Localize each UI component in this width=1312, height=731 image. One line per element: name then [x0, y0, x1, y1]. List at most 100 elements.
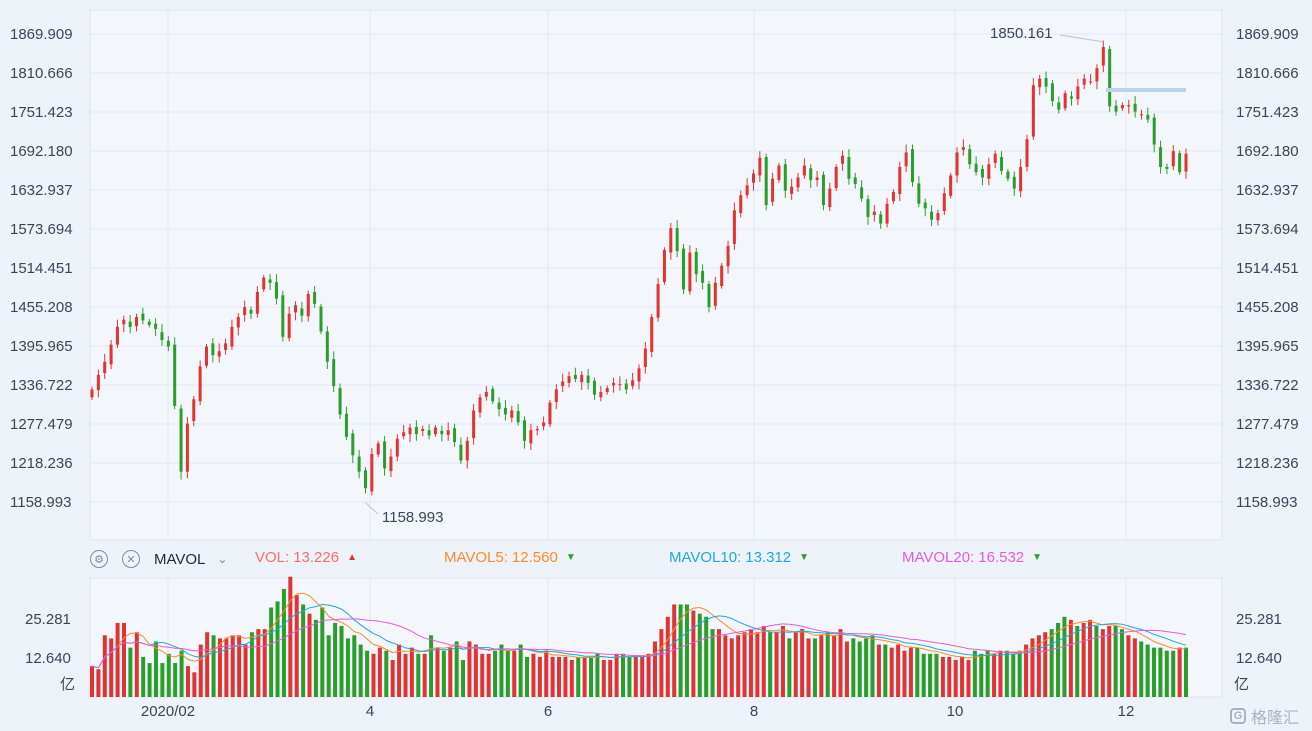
candle-body: [90, 389, 94, 398]
volume-bar: [243, 644, 248, 697]
mavol10-value: 13.312: [745, 549, 792, 566]
volume-bar: [480, 653, 485, 697]
volume-bar: [1177, 647, 1182, 697]
volume-unit-label-right: 亿: [1234, 676, 1249, 693]
candle-body: [879, 214, 883, 224]
volume-bar: [185, 666, 190, 697]
volume-bar: [1126, 635, 1131, 697]
volume-bar: [249, 632, 254, 697]
candle-body: [961, 147, 965, 150]
volume-bar: [288, 576, 293, 697]
price-tick-label: 1158.993: [10, 494, 71, 511]
volume-bar: [147, 663, 152, 697]
candle-body: [561, 381, 565, 387]
volume-bar: [307, 613, 312, 697]
candle-body: [1050, 83, 1054, 102]
chevron-down-icon[interactable]: ⌄: [217, 552, 228, 566]
candle-body: [554, 389, 558, 402]
mavol5-readout: MAVOL5: 12.560 ▼: [444, 549, 576, 566]
volume-bar: [269, 607, 274, 697]
candle-body: [847, 157, 851, 179]
candle-body: [809, 168, 813, 181]
candle-body: [898, 166, 902, 194]
high-leader-line: [1059, 34, 1104, 43]
candle-body: [592, 380, 596, 395]
up-triangle-icon: ▲: [347, 552, 357, 563]
price-tick-label-right: 1514.451: [1236, 260, 1299, 277]
candle-body: [523, 420, 527, 441]
volume-bar: [198, 644, 203, 697]
candle-body: [1101, 47, 1105, 66]
candle-body: [599, 392, 603, 398]
x-tick-label: 12: [1118, 703, 1135, 720]
candle-body: [751, 173, 755, 183]
gear-icon[interactable]: ⚙: [90, 550, 108, 568]
volume-bar: [525, 656, 530, 697]
close-icon[interactable]: ✕: [122, 550, 140, 568]
volume-bar: [621, 653, 626, 697]
candle-body: [402, 432, 406, 437]
candle-body: [688, 252, 692, 292]
volume-bar: [633, 656, 638, 697]
candle-body: [319, 306, 323, 332]
volume-bar: [102, 635, 107, 697]
candle-body: [1019, 166, 1023, 192]
candle-body: [281, 295, 285, 337]
candle-body: [230, 326, 234, 347]
candle-body: [497, 402, 501, 410]
candle-body: [503, 407, 507, 415]
price-tick-label-right: 1632.937: [1236, 182, 1299, 199]
volume-bar: [441, 650, 446, 697]
candle-body: [662, 249, 666, 283]
volume-bar: [793, 632, 798, 697]
price-tick-label: 1869.909: [10, 26, 73, 43]
volume-bar: [896, 644, 901, 697]
volume-bar: [787, 638, 792, 697]
candle-body: [612, 382, 616, 386]
candle-body: [529, 430, 533, 444]
price-tick-label-right: 1573.694: [1236, 221, 1299, 238]
volume-bar: [921, 653, 926, 697]
volume-bar: [864, 638, 869, 697]
candle-body: [421, 428, 425, 431]
candle-body: [631, 380, 635, 387]
volume-bar: [1152, 647, 1157, 697]
volume-bar: [473, 644, 478, 697]
volume-bar: [1171, 650, 1176, 697]
candle-body: [936, 212, 940, 221]
volume-bar: [614, 653, 619, 697]
volume-bar: [467, 641, 472, 697]
candle-body: [713, 282, 717, 306]
candle-body: [885, 203, 889, 224]
volume-bar: [1024, 644, 1029, 697]
candle-body: [777, 165, 781, 181]
candle-body: [745, 185, 749, 196]
candle-body: [453, 428, 457, 443]
down-triangle-icon: ▼: [799, 552, 810, 563]
volume-bar: [1088, 619, 1093, 697]
candle-body: [478, 397, 482, 413]
price-tick-label: 1692.180: [10, 143, 73, 160]
candle-body: [993, 153, 997, 163]
indicator-name[interactable]: MAVOL: [154, 550, 206, 568]
candle-body: [707, 284, 711, 308]
candle-body: [147, 321, 151, 325]
candle-body: [930, 211, 934, 220]
volume-bar: [390, 659, 395, 697]
volume-bar: [608, 659, 613, 697]
candle-body: [192, 399, 196, 422]
volume-bar: [313, 619, 318, 697]
volume-bar: [281, 589, 286, 697]
candle-body: [383, 441, 387, 469]
candle-body: [135, 317, 139, 327]
volume-bar: [934, 653, 939, 697]
price-tick-label: 1455.208: [10, 299, 73, 316]
price-tick-label-right: 1336.722: [1236, 377, 1299, 394]
volume-bar: [806, 638, 811, 697]
candle-body: [987, 164, 991, 179]
volume-bar: [1132, 638, 1137, 697]
volume-bar: [486, 653, 491, 697]
price-tick-label-right: 1218.236: [1236, 455, 1299, 472]
volume-bar: [531, 653, 536, 697]
